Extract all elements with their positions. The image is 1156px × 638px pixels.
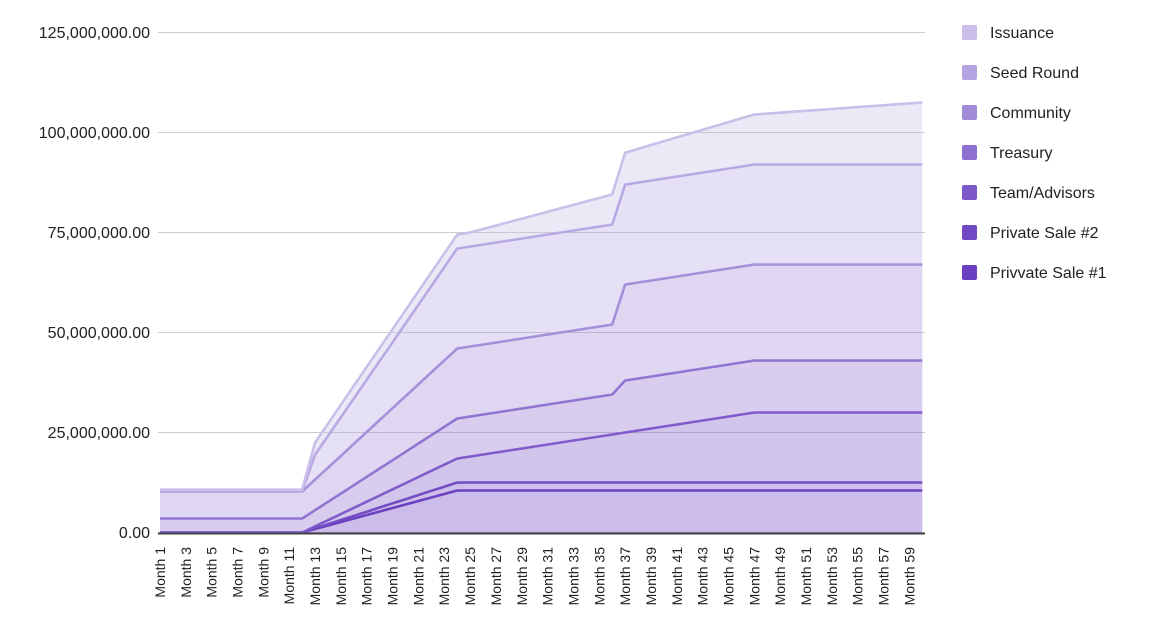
area-community[interactable]	[160, 264, 923, 519]
area-treasury[interactable]	[160, 360, 923, 533]
y-tick-label: 100,000,000.00	[39, 125, 150, 142]
legend-swatch-issuance	[962, 25, 977, 40]
x-tick-label: Month 57	[876, 547, 892, 606]
legend-label: Community	[990, 105, 1071, 122]
x-tick-label: Month 53	[824, 547, 840, 606]
x-tick-label: Month 41	[669, 547, 685, 606]
x-tick-label: Month 15	[333, 547, 349, 606]
x-tick-label: Month 1	[152, 547, 168, 598]
x-tick-label: Month 39	[643, 547, 659, 606]
y-tick-label: 50,000,000.00	[48, 325, 150, 342]
legend: Issuance Seed Round Community Treasury Team/…	[962, 25, 1107, 282]
legend-item-team-advisors[interactable]: Team/Advisors	[962, 185, 1095, 202]
x-tick-label: Month 47	[746, 547, 762, 606]
legend-swatch-private-sale-2	[962, 225, 977, 240]
x-tick-label: Month 21	[410, 547, 426, 606]
x-tick-label: Month 37	[617, 547, 633, 606]
legend-item-treasury[interactable]: Treasury	[962, 145, 1053, 162]
legend-swatch-seed-round	[962, 65, 977, 80]
legend-swatch-community	[962, 105, 977, 120]
x-tick-label: Month 11	[281, 547, 297, 605]
legend-item-privvate-sale-1[interactable]: Privvate Sale #1	[962, 265, 1107, 282]
x-axis-labels: Month 1 Month 3 Month 5 Month 7 Month 9 Month…	[152, 547, 917, 606]
x-tick-label: Month 19	[385, 547, 401, 606]
x-tick-label: Month 7	[230, 547, 246, 598]
legend-item-community[interactable]: Community	[962, 105, 1071, 122]
legend-item-seed-round[interactable]: Seed Round	[962, 65, 1079, 82]
x-tick-label: Month 3	[178, 547, 194, 598]
line-issuance[interactable]	[160, 101, 923, 491]
x-tick-label: Month 33	[565, 547, 581, 606]
x-tick-label: Month 31	[540, 547, 556, 606]
y-tick-label: 0.00	[119, 525, 150, 542]
x-tick-label: Month 55	[850, 547, 866, 606]
x-tick-label: Month 5	[204, 547, 220, 598]
x-tick-label: Month 23	[436, 547, 452, 606]
x-tick-label: Month 51	[798, 547, 814, 606]
legend-label: Team/Advisors	[990, 185, 1095, 202]
x-tick-label: Month 17	[359, 547, 375, 606]
y-axis-labels: 125,000,000.00 100,000,000.00 75,000,000.0…	[39, 25, 150, 542]
y-tick-label: 125,000,000.00	[39, 25, 150, 42]
legend-label: Issuance	[990, 25, 1054, 42]
area-private-sale-2[interactable]	[160, 482, 923, 533]
legend-label: Seed Round	[990, 65, 1079, 82]
legend-label: Treasury	[990, 145, 1053, 162]
legend-swatch-team-advisors	[962, 185, 977, 200]
x-tick-label: Month 27	[488, 547, 504, 606]
x-tick-label: Month 49	[772, 547, 788, 606]
x-tick-label: Month 29	[514, 547, 530, 606]
area-team-advisors[interactable]	[160, 412, 923, 533]
line-seed-round[interactable]	[160, 163, 923, 493]
x-tick-label: Month 45	[721, 547, 737, 606]
x-tick-label: Month 13	[307, 547, 323, 606]
series-areas	[160, 101, 923, 534]
legend-label: Privvate Sale #1	[990, 265, 1107, 282]
area-issuance[interactable]	[160, 102, 923, 492]
y-tick-label: 25,000,000.00	[48, 425, 150, 442]
legend-label: Private Sale #2	[990, 225, 1099, 242]
x-tick-label: Month 25	[462, 547, 478, 606]
x-tick-label: Month 35	[591, 547, 607, 606]
legend-item-private-sale-2[interactable]: Private Sale #2	[962, 225, 1099, 242]
legend-swatch-treasury	[962, 145, 977, 160]
legend-item-issuance[interactable]: Issuance	[962, 25, 1054, 42]
area-seed-round[interactable]	[160, 164, 923, 492]
x-tick-label: Month 43	[695, 547, 711, 606]
line-treasury[interactable]	[160, 359, 923, 520]
x-tick-label: Month 9	[255, 547, 271, 598]
area-privvate-sale-1[interactable]	[160, 490, 923, 533]
legend-swatch-privvate-sale-1	[962, 265, 977, 280]
y-tick-label: 75,000,000.00	[48, 225, 150, 242]
x-tick-label: Month 59	[901, 547, 917, 606]
